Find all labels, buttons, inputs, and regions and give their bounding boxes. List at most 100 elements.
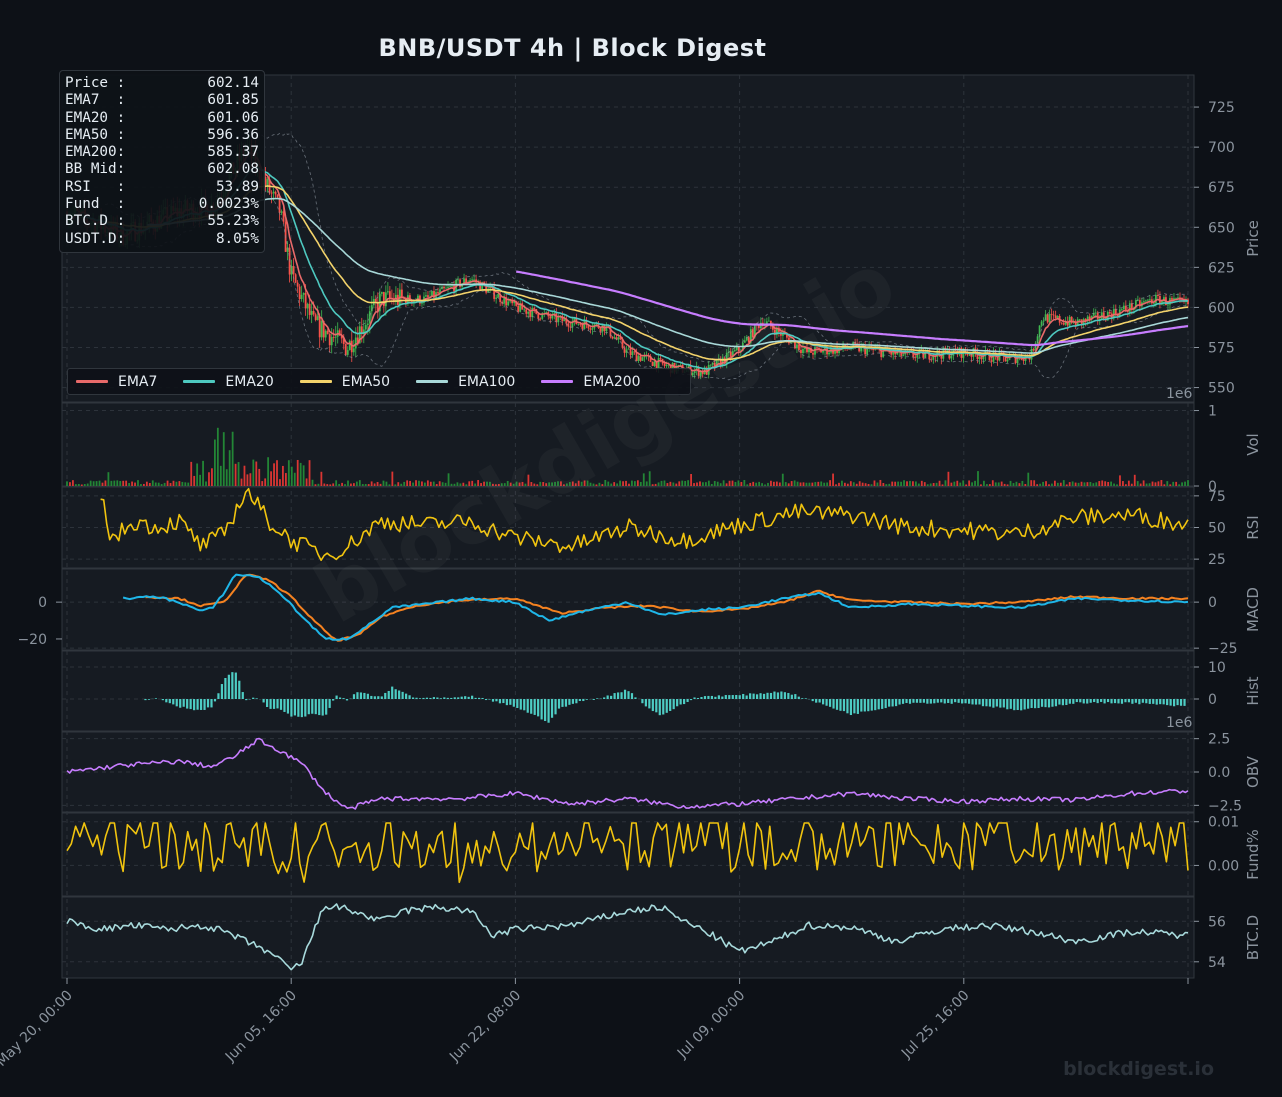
hist-bar xyxy=(418,698,422,699)
candle-body xyxy=(966,353,969,356)
hist-bar xyxy=(199,699,203,710)
hist-bar xyxy=(981,699,985,707)
hist-bar xyxy=(1100,699,1103,702)
volume-bar xyxy=(545,483,548,486)
hist-bar xyxy=(818,699,821,703)
volume-bar xyxy=(601,484,604,486)
volume-bar xyxy=(338,483,341,486)
candle-body xyxy=(866,348,869,355)
volume-bar xyxy=(213,439,216,486)
hist-bar xyxy=(954,699,957,703)
volume-bar xyxy=(826,482,829,486)
candle-body xyxy=(890,352,893,355)
hist-bar xyxy=(839,699,842,711)
volume-bar xyxy=(787,483,790,486)
hist-bar xyxy=(769,692,773,699)
hist-bar xyxy=(384,692,387,699)
hist-bar xyxy=(1023,699,1026,710)
candle-body xyxy=(517,305,520,312)
volume-bar xyxy=(1000,481,1003,486)
hist-bar xyxy=(328,699,331,708)
volume-bar xyxy=(358,480,361,486)
volume-bar xyxy=(1110,481,1112,486)
hist-bar xyxy=(1162,699,1165,705)
hist-bar xyxy=(853,699,856,714)
volume-bar xyxy=(631,480,633,486)
hist-bar xyxy=(359,692,363,699)
candle-body xyxy=(425,295,427,297)
volume-bar xyxy=(110,480,113,486)
hist-bar xyxy=(745,695,748,699)
info-value: 602.14 xyxy=(207,75,259,91)
volume-bar xyxy=(977,471,979,486)
hist-bar xyxy=(474,697,477,699)
volume-bar xyxy=(373,483,376,486)
volume-bar xyxy=(1098,481,1101,486)
volume-bar xyxy=(1181,482,1183,486)
candle-body xyxy=(1004,356,1007,362)
hist-bar xyxy=(794,694,797,699)
volume-bar xyxy=(1065,484,1068,486)
volume-bar xyxy=(326,484,329,486)
hist-bar xyxy=(717,695,720,699)
candle-body xyxy=(1171,298,1173,300)
volume-bar xyxy=(861,482,864,486)
volume-bar xyxy=(143,483,145,486)
candle-body xyxy=(463,278,465,284)
rsi-line xyxy=(100,487,1189,562)
candle-body xyxy=(338,330,341,336)
candle-body xyxy=(294,274,297,283)
candle-body xyxy=(888,351,891,353)
volume-bar xyxy=(521,481,524,486)
volume-bar xyxy=(500,483,503,486)
candle-body xyxy=(729,351,732,357)
volume-bar xyxy=(418,480,420,486)
hist-bar xyxy=(1072,699,1075,704)
volume-bar xyxy=(264,478,267,486)
hist-bar xyxy=(978,699,981,705)
volume-bar xyxy=(169,483,172,486)
hist-bar xyxy=(293,699,296,716)
candle-body xyxy=(968,354,971,356)
hist-bar xyxy=(742,693,745,699)
volume-bar xyxy=(234,463,237,486)
y-tick-label: 10 xyxy=(1208,660,1226,676)
volume-bar xyxy=(820,481,823,486)
volume-bar xyxy=(497,483,500,486)
volume-bar xyxy=(855,483,858,486)
legend-label: EMA7 xyxy=(118,373,158,390)
volume-bar xyxy=(846,483,849,486)
hist-bar xyxy=(950,699,953,704)
hist-bar xyxy=(464,696,467,699)
volume-bar xyxy=(122,480,125,486)
volume-bar xyxy=(267,457,270,486)
volume-bar xyxy=(113,480,116,486)
hist-bar xyxy=(304,699,307,717)
volume-bar xyxy=(435,484,438,486)
volume-bar xyxy=(968,480,971,486)
volume-bar xyxy=(172,480,175,486)
y-tick-label: 0 xyxy=(1208,479,1217,495)
candle-body xyxy=(392,298,395,303)
candle-body xyxy=(264,176,267,185)
hist-bar xyxy=(477,697,481,699)
volume-bar xyxy=(704,482,707,486)
hist-bar xyxy=(592,699,595,700)
candle-body xyxy=(639,356,642,361)
candle-body xyxy=(354,337,357,349)
volume-bar xyxy=(468,481,471,486)
volume-bar xyxy=(808,482,811,486)
volume-bar xyxy=(648,471,651,486)
hist-bar xyxy=(537,699,540,717)
candle-body xyxy=(731,351,734,357)
volume-bar xyxy=(1175,481,1178,486)
volume-bar xyxy=(1036,484,1039,486)
hist-bar xyxy=(342,698,345,699)
volume-bar xyxy=(199,474,202,486)
y-tick-label: −25 xyxy=(1208,641,1238,657)
volume-bar xyxy=(1151,481,1154,486)
hist-bar xyxy=(467,696,470,699)
hist-bar xyxy=(804,698,807,699)
candle-body xyxy=(382,292,385,307)
candle-body xyxy=(441,286,443,290)
